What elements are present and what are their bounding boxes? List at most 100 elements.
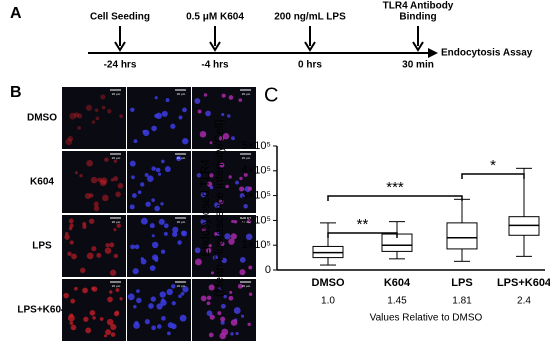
cell (95, 116, 100, 121)
cell (106, 318, 114, 326)
cell (69, 112, 77, 120)
cell (145, 201, 151, 207)
cell (220, 303, 226, 309)
cell (116, 223, 122, 228)
cell (119, 297, 123, 301)
cell (104, 334, 108, 338)
cell (247, 218, 252, 224)
cell (69, 223, 74, 228)
significance-bracket (461, 173, 525, 179)
cell (67, 314, 75, 322)
cell (105, 243, 110, 248)
cell (228, 238, 235, 245)
cell (136, 297, 142, 304)
cell (83, 316, 89, 322)
cell (129, 160, 136, 167)
cell (182, 107, 187, 113)
cell (228, 95, 234, 100)
cell (129, 204, 135, 210)
cell (91, 120, 96, 124)
cell (96, 252, 102, 258)
cell (206, 295, 212, 301)
cell (163, 223, 169, 229)
scale-bar-label: 20 μm (177, 156, 186, 160)
cell (217, 311, 222, 316)
cell (170, 123, 176, 129)
cell (92, 316, 96, 320)
cell (88, 218, 95, 224)
cell (239, 193, 245, 199)
scale-bar-label: 20 μm (112, 156, 121, 160)
cell (218, 199, 224, 205)
cell (200, 218, 207, 225)
panel-letter: B (10, 84, 22, 101)
cell (220, 241, 225, 247)
scale-bar-label: 20 μm (242, 220, 251, 224)
cell (151, 241, 159, 249)
cell (199, 130, 207, 138)
cell (133, 305, 137, 309)
cell (113, 159, 117, 163)
cell (196, 173, 202, 178)
cell (167, 322, 174, 329)
relative-value: 1.0 (321, 296, 335, 307)
cell (194, 98, 201, 104)
cell (194, 247, 201, 254)
cell (64, 234, 70, 240)
cell (181, 230, 188, 237)
cell (161, 159, 165, 164)
cell (208, 332, 214, 338)
cell (144, 319, 150, 325)
cell (237, 283, 243, 289)
cell (71, 253, 77, 260)
cell (68, 218, 74, 224)
cell (110, 332, 116, 337)
cell (79, 174, 83, 178)
event-arrowhead (304, 41, 316, 52)
scale-bar-label: 20 μm (112, 284, 121, 288)
row-label: LPS (32, 241, 52, 252)
cell (77, 113, 83, 119)
cell (107, 296, 113, 303)
cell (229, 290, 233, 294)
cell (228, 175, 232, 179)
cell (158, 218, 165, 225)
cell (218, 135, 225, 142)
timeline-arrow (428, 48, 438, 58)
cell (208, 243, 212, 248)
cell (230, 233, 237, 240)
micrograph (127, 279, 191, 341)
y-axis-title: (Mean Fluorescence Intensity/Cell) (214, 119, 226, 297)
cell (203, 93, 208, 97)
cell (160, 202, 164, 206)
cell (149, 265, 156, 271)
cell (248, 292, 253, 296)
cell (117, 183, 124, 189)
cell (113, 228, 117, 232)
cell (86, 252, 94, 260)
cell (239, 176, 243, 181)
cell (206, 181, 213, 187)
event-arrowhead (209, 41, 221, 52)
cell (113, 176, 119, 182)
cell (233, 219, 238, 224)
cell (69, 321, 74, 325)
cell (222, 133, 230, 140)
scale-bar-label: 20 μm (242, 156, 251, 160)
cell (182, 286, 189, 293)
event-label: 0.5 μM K604 (186, 12, 244, 23)
cell (68, 226, 73, 231)
cell (209, 314, 215, 320)
cell (171, 284, 176, 289)
cell (239, 269, 246, 276)
end-label: Endocytosis Assay (441, 48, 533, 59)
cell (93, 205, 100, 212)
cell (113, 253, 119, 259)
event-label: Binding (399, 12, 436, 23)
x-tick-label: DMSO (312, 277, 345, 289)
y-tick-label: 0 (265, 264, 271, 276)
cell (224, 233, 231, 240)
cell (178, 115, 183, 120)
micrograph (127, 151, 191, 213)
cell (151, 254, 159, 261)
